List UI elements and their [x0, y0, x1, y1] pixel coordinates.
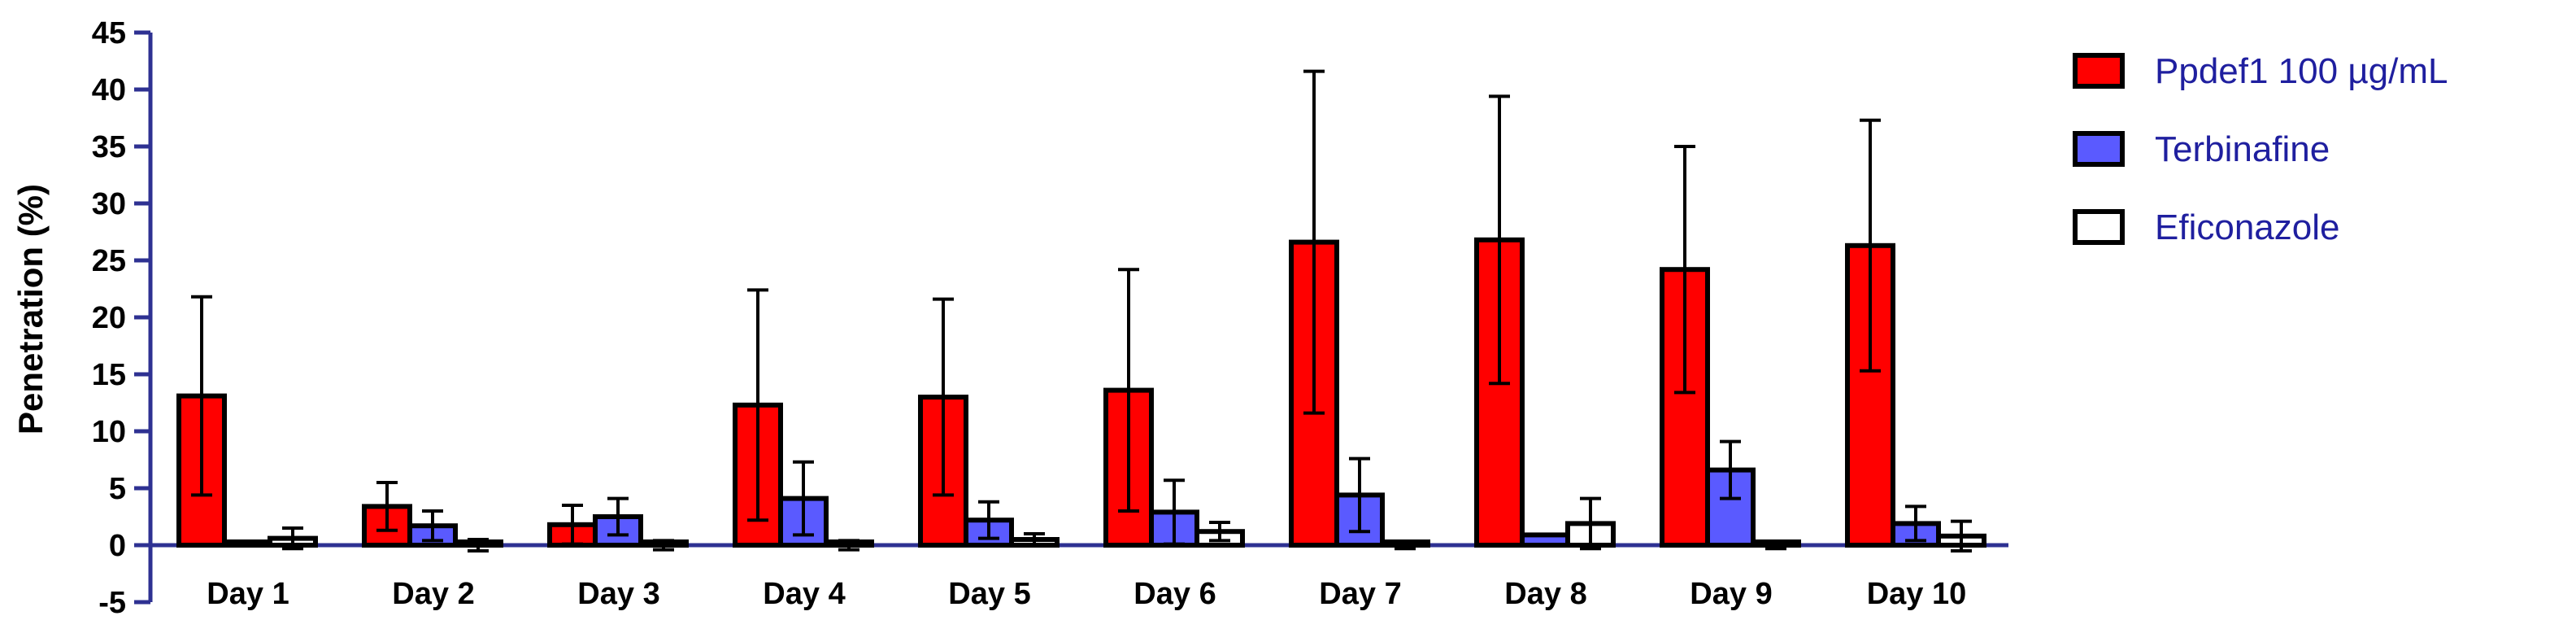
x-tick-label: Day 5: [948, 577, 1030, 611]
y-axis-label: Penetration (%): [11, 184, 50, 435]
legend-swatch: [2073, 131, 2125, 167]
bar-1-10: [1845, 242, 1895, 548]
y-tick-label: 40: [92, 73, 126, 107]
y-axis: -5 0 5 10 15 20 25 30 35 40 45: [92, 16, 153, 620]
x-tick-label: Day 1: [207, 577, 289, 611]
x-tick-label: Day 8: [1504, 577, 1586, 611]
y-tick-label: 30: [92, 187, 126, 221]
legend-swatch: [2073, 209, 2125, 245]
legend-swatch: [2073, 53, 2125, 89]
y-tick-label: -5: [98, 586, 126, 620]
bar-1-9: [1660, 267, 1710, 548]
x-tick-label: Day 2: [392, 577, 474, 611]
bars: [176, 237, 1986, 548]
x-tick-label: Day 4: [763, 577, 845, 611]
y-tick-label: 20: [92, 301, 126, 335]
y-tick-label: 0: [109, 529, 126, 563]
x-axis: Day 1 Day 2 Day 3 Day 4 Day 5 Day 6 Day 7 Day 8…: [149, 543, 2008, 611]
legend-label: Ppdef1 100 µg/mL: [2155, 51, 2448, 91]
legend-label: Terbinafine: [2155, 129, 2330, 169]
bar-2-8: [1520, 532, 1570, 548]
y-tick-label: 35: [92, 130, 126, 164]
x-tick-label: Day 10: [1867, 577, 1967, 611]
y-tick-label: 15: [92, 358, 126, 392]
legend: Ppdef1 100 µg/mL Terbinafine Eficonazole: [2073, 51, 2448, 247]
error-bars: [191, 69, 1972, 552]
x-tick-label: Day 7: [1319, 577, 1401, 611]
x-tick-label: Day 6: [1134, 577, 1216, 611]
bar-2-1: [222, 539, 272, 548]
y-tick-label: 25: [92, 244, 126, 278]
x-tick-label: Day 9: [1690, 577, 1772, 611]
legend-label: Eficonazole: [2155, 207, 2339, 247]
y-tick-label: 10: [92, 415, 126, 449]
y-tick-label: 5: [109, 472, 126, 506]
x-tick-label: Day 3: [577, 577, 659, 611]
y-tick-label: 45: [92, 16, 126, 50]
